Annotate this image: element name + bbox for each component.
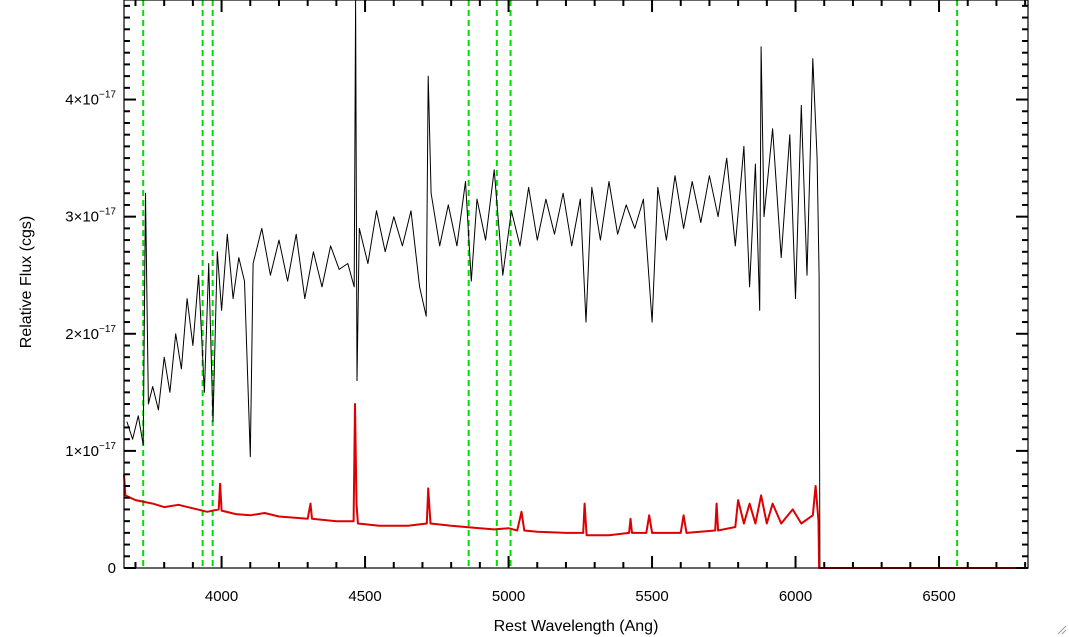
y-tick-label: 2×10−17	[65, 324, 116, 343]
x-tick-label: 5000	[492, 588, 525, 605]
x-tick-label: 5500	[635, 588, 668, 605]
resize-grip-icon[interactable]	[1055, 623, 1067, 635]
plot-frame	[123, 0, 1029, 569]
y-tick-label: 4×10−17	[65, 90, 116, 109]
axis-ticks	[124, 0, 1028, 569]
y-tick-label: 0	[108, 560, 116, 577]
x-tick-label: 6500	[922, 588, 955, 605]
x-tick-label: 6000	[779, 588, 812, 605]
x-axis-label: Rest Wavelength (Ang)	[494, 618, 659, 635]
y-tick-labels: 0 1×10−17 2×10−17 3×10−17 4×10−17	[65, 90, 116, 577]
y-tick-label: 1×10−17	[65, 441, 116, 460]
x-tick-label: 4000	[205, 588, 238, 605]
x-tick-labels: 4000 4500 5000 5500 6000 6500	[205, 588, 956, 605]
series-layer	[123, 0, 1028, 569]
y-tick-label: 3×10−17	[65, 207, 116, 226]
flux-series-line	[126, 0, 821, 569]
reference-lines	[142, 0, 959, 568]
y-axis-label: Relative Flux (cgs)	[18, 216, 35, 348]
error-series-line	[123, 403, 1028, 569]
x-tick-label: 4500	[348, 588, 381, 605]
